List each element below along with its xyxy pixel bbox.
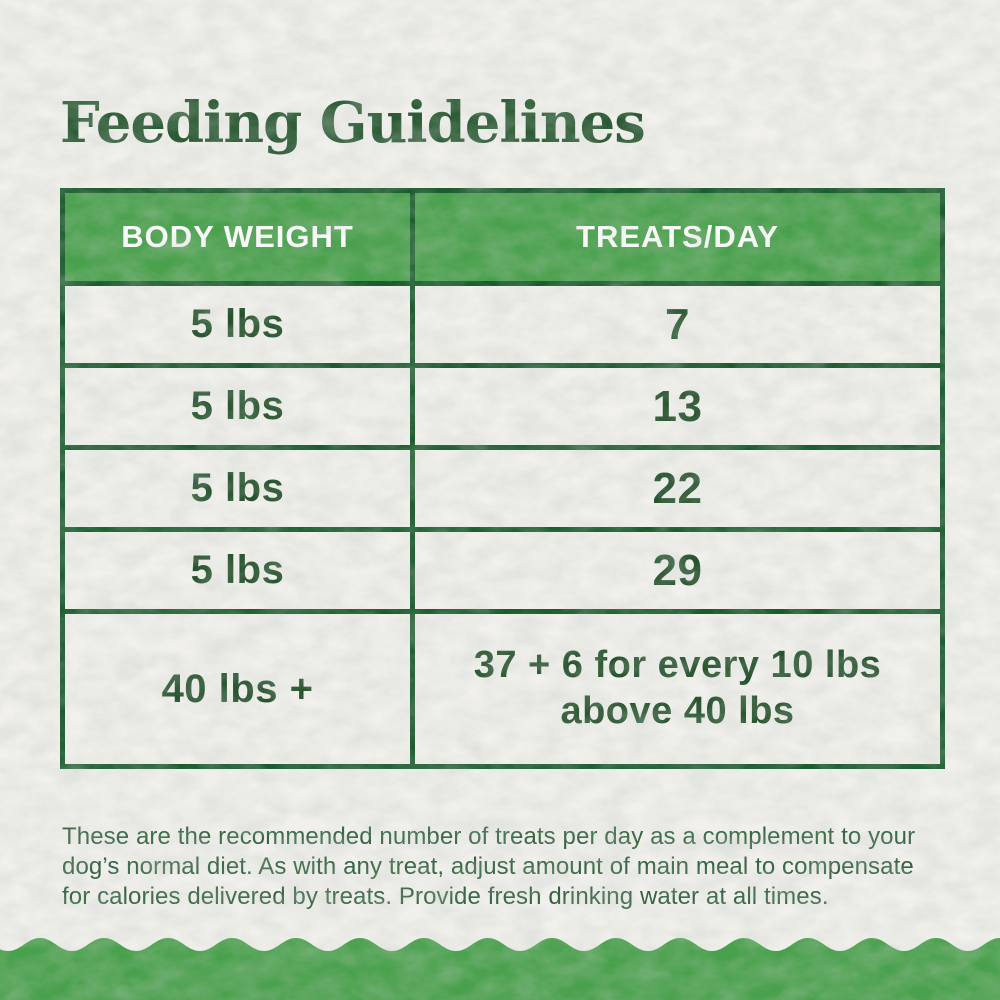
bottom-wave-border	[0, 938, 1000, 1000]
column-header-body-weight: BODY WEIGHT	[60, 188, 415, 286]
body-weight-cell: 5 lbs	[60, 281, 415, 368]
body-weight-cell: 40 lbs +	[60, 609, 415, 769]
feeding-guidelines-table: BODY WEIGHT TREATS/DAY 5 lbs 7 5 lbs 13 …	[60, 188, 945, 769]
treats-per-day-cell: 37 + 6 for every 10 lbs above 40 lbs	[410, 609, 945, 769]
treats-per-day-cell: 7	[410, 281, 945, 368]
body-weight-cell: 5 lbs	[60, 527, 415, 614]
body-weight-cell: 5 lbs	[60, 363, 415, 450]
bottom-wave-path	[0, 938, 1000, 1000]
footnote: These are the recommended number of trea…	[62, 822, 942, 912]
table-header-row: BODY WEIGHT TREATS/DAY	[60, 188, 945, 286]
treats-per-day-cell: 22	[410, 445, 945, 532]
table-row: 40 lbs + 37 + 6 for every 10 lbs above 4…	[60, 609, 945, 769]
footnote-line: These are the recommended number of trea…	[62, 823, 916, 850]
treats-per-day-cell: 29	[410, 527, 945, 614]
page-title: Feeding Guidelines	[60, 89, 646, 156]
footnote-line: dog’s normal diet. As with any treat, ad…	[62, 853, 914, 880]
table-row: 5 lbs 13	[60, 363, 945, 450]
column-header-treats-per-day: TREATS/DAY	[410, 188, 945, 286]
body-weight-cell: 5 lbs	[60, 445, 415, 532]
footnote-line: for calories delivered by treats. Provid…	[62, 883, 829, 910]
table-row: 5 lbs 29	[60, 527, 945, 614]
table-row: 5 lbs 7	[60, 281, 945, 368]
table-row: 5 lbs 22	[60, 445, 945, 532]
treats-per-day-cell: 13	[410, 363, 945, 450]
